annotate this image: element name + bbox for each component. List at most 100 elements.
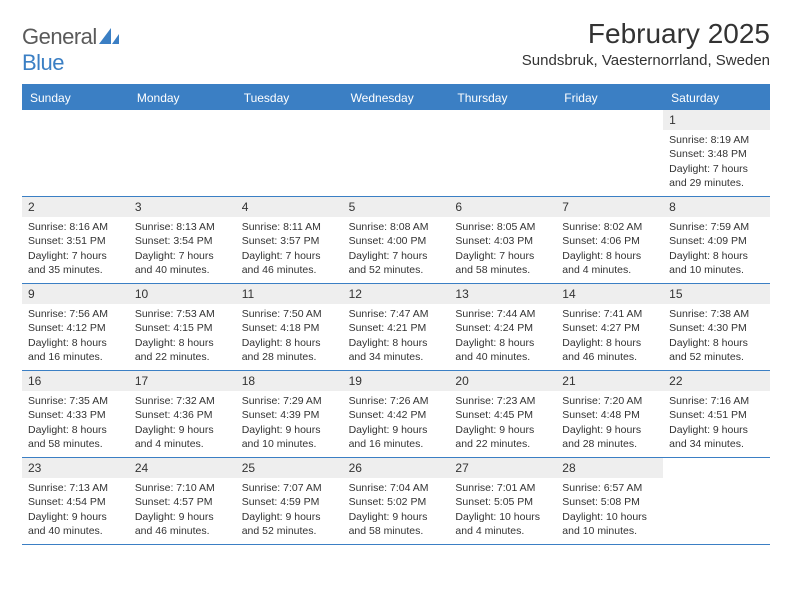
daylight-text: Daylight: 9 hours and 40 minutes. [28,510,123,538]
sunrise-text: Sunrise: 7:26 AM [349,394,444,408]
sunset-text: Sunset: 5:02 PM [349,495,444,509]
day-number: 15 [663,284,770,304]
daylight-text: Daylight: 8 hours and 4 minutes. [562,249,657,277]
day-number: 2 [22,197,129,217]
sunset-text: Sunset: 4:27 PM [562,321,657,335]
sunrise-text: Sunrise: 7:35 AM [28,394,123,408]
sunset-text: Sunset: 5:05 PM [455,495,550,509]
sunset-text: Sunset: 4:42 PM [349,408,444,422]
sunrise-text: Sunrise: 6:57 AM [562,481,657,495]
day-number: 18 [236,371,343,391]
daylight-text: Daylight: 9 hours and 10 minutes. [242,423,337,451]
day-number: 27 [449,458,556,478]
day-number: 17 [129,371,236,391]
sunset-text: Sunset: 4:59 PM [242,495,337,509]
logo: GeneralBlue [22,18,119,76]
daylight-text: Daylight: 9 hours and 52 minutes. [242,510,337,538]
dayname-tuesday: Tuesday [236,86,343,110]
sunset-text: Sunset: 4:33 PM [28,408,123,422]
sunset-text: Sunset: 3:57 PM [242,234,337,248]
sunrise-text: Sunrise: 7:47 AM [349,307,444,321]
logo-text: GeneralBlue [22,24,119,76]
daylight-text: Daylight: 10 hours and 4 minutes. [455,510,550,538]
day-cell: 16Sunrise: 7:35 AMSunset: 4:33 PMDayligh… [22,371,129,457]
dayname-sunday: Sunday [22,86,129,110]
dayname-thursday: Thursday [449,86,556,110]
week-row: 16Sunrise: 7:35 AMSunset: 4:33 PMDayligh… [22,371,770,458]
sunset-text: Sunset: 4:09 PM [669,234,764,248]
daylight-text: Daylight: 8 hours and 22 minutes. [135,336,230,364]
sunrise-text: Sunrise: 8:11 AM [242,220,337,234]
day-number: 21 [556,371,663,391]
sunrise-text: Sunrise: 7:38 AM [669,307,764,321]
day-cell [236,110,343,196]
sunset-text: Sunset: 4:00 PM [349,234,444,248]
day-cell: 25Sunrise: 7:07 AMSunset: 4:59 PMDayligh… [236,458,343,544]
day-cell: 11Sunrise: 7:50 AMSunset: 4:18 PMDayligh… [236,284,343,370]
sunrise-text: Sunrise: 7:23 AM [455,394,550,408]
day-cell: 5Sunrise: 8:08 AMSunset: 4:00 PMDaylight… [343,197,450,283]
sunrise-text: Sunrise: 7:59 AM [669,220,764,234]
daylight-text: Daylight: 7 hours and 35 minutes. [28,249,123,277]
sunset-text: Sunset: 4:57 PM [135,495,230,509]
daylight-text: Daylight: 8 hours and 58 minutes. [28,423,123,451]
logo-text-blue: Blue [22,50,64,75]
sunset-text: Sunset: 4:18 PM [242,321,337,335]
daylight-text: Daylight: 9 hours and 16 minutes. [349,423,444,451]
day-cell: 24Sunrise: 7:10 AMSunset: 4:57 PMDayligh… [129,458,236,544]
daylight-text: Daylight: 7 hours and 58 minutes. [455,249,550,277]
day-number: 3 [129,197,236,217]
daylight-text: Daylight: 8 hours and 28 minutes. [242,336,337,364]
sunset-text: Sunset: 4:12 PM [28,321,123,335]
day-cell: 27Sunrise: 7:01 AMSunset: 5:05 PMDayligh… [449,458,556,544]
day-cell: 20Sunrise: 7:23 AMSunset: 4:45 PMDayligh… [449,371,556,457]
day-number: 24 [129,458,236,478]
day-cell: 1Sunrise: 8:19 AMSunset: 3:48 PMDaylight… [663,110,770,196]
day-number: 7 [556,197,663,217]
daylight-text: Daylight: 8 hours and 34 minutes. [349,336,444,364]
sunrise-text: Sunrise: 7:32 AM [135,394,230,408]
day-cell [129,110,236,196]
daylight-text: Daylight: 8 hours and 40 minutes. [455,336,550,364]
dayname-monday: Monday [129,86,236,110]
daylight-text: Daylight: 10 hours and 10 minutes. [562,510,657,538]
sunset-text: Sunset: 3:48 PM [669,147,764,161]
week-row: 1Sunrise: 8:19 AMSunset: 3:48 PMDaylight… [22,110,770,197]
daylight-text: Daylight: 9 hours and 34 minutes. [669,423,764,451]
day-cell: 15Sunrise: 7:38 AMSunset: 4:30 PMDayligh… [663,284,770,370]
day-cell: 17Sunrise: 7:32 AMSunset: 4:36 PMDayligh… [129,371,236,457]
calendar: Sunday Monday Tuesday Wednesday Thursday… [22,84,770,545]
sunset-text: Sunset: 5:08 PM [562,495,657,509]
sunrise-text: Sunrise: 8:08 AM [349,220,444,234]
title-block: February 2025 Sundsbruk, Vaesternorrland… [522,18,770,69]
day-cell: 18Sunrise: 7:29 AMSunset: 4:39 PMDayligh… [236,371,343,457]
day-number: 23 [22,458,129,478]
daylight-text: Daylight: 7 hours and 29 minutes. [669,162,764,190]
sunrise-text: Sunrise: 7:07 AM [242,481,337,495]
daylight-text: Daylight: 9 hours and 22 minutes. [455,423,550,451]
sunset-text: Sunset: 4:15 PM [135,321,230,335]
day-number: 10 [129,284,236,304]
day-cell: 3Sunrise: 8:13 AMSunset: 3:54 PMDaylight… [129,197,236,283]
day-cell: 12Sunrise: 7:47 AMSunset: 4:21 PMDayligh… [343,284,450,370]
day-cell: 8Sunrise: 7:59 AMSunset: 4:09 PMDaylight… [663,197,770,283]
sunrise-text: Sunrise: 8:16 AM [28,220,123,234]
day-cell [22,110,129,196]
sunset-text: Sunset: 4:39 PM [242,408,337,422]
sunrise-text: Sunrise: 7:10 AM [135,481,230,495]
day-cell: 23Sunrise: 7:13 AMSunset: 4:54 PMDayligh… [22,458,129,544]
sunrise-text: Sunrise: 7:50 AM [242,307,337,321]
sunrise-text: Sunrise: 7:04 AM [349,481,444,495]
day-cell: 7Sunrise: 8:02 AMSunset: 4:06 PMDaylight… [556,197,663,283]
day-number: 8 [663,197,770,217]
sunset-text: Sunset: 4:30 PM [669,321,764,335]
sunset-text: Sunset: 3:54 PM [135,234,230,248]
sunset-text: Sunset: 4:21 PM [349,321,444,335]
day-number: 19 [343,371,450,391]
day-number: 20 [449,371,556,391]
sunrise-text: Sunrise: 8:13 AM [135,220,230,234]
sunset-text: Sunset: 4:54 PM [28,495,123,509]
daylight-text: Daylight: 7 hours and 52 minutes. [349,249,444,277]
day-number: 28 [556,458,663,478]
day-number: 22 [663,371,770,391]
